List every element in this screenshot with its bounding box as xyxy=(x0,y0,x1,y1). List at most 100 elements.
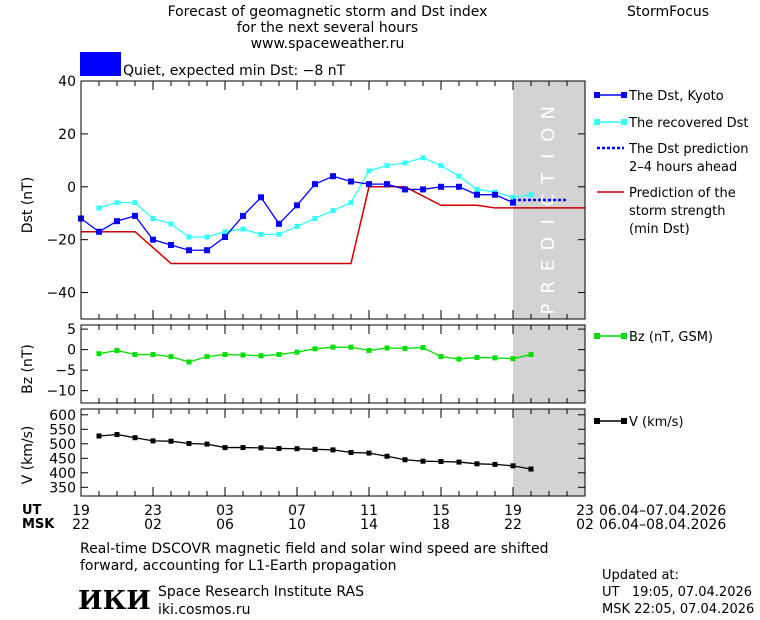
updated-ut: UT 19:05, 07.04.2026 xyxy=(602,585,753,600)
dst-kyoto-point xyxy=(150,236,156,243)
dst-prediction-legend-label: 2–4 hours ahead xyxy=(629,160,737,175)
dst-kyoto-point xyxy=(168,241,174,248)
chart-title-line2: for the next several hours xyxy=(236,20,419,36)
recovered-dst-point xyxy=(528,192,534,198)
msk-tick-label: 10 xyxy=(288,517,306,533)
y-tick-label: 0 xyxy=(67,343,76,359)
dst-kyoto-legend-label: The Dst, Kyoto xyxy=(628,89,724,104)
v-point xyxy=(384,453,390,459)
v-legend-label: V (km/s) xyxy=(629,415,684,430)
msk-tick-label: 02 xyxy=(144,517,162,533)
dst-kyoto-point xyxy=(114,218,120,225)
y-tick-label: 500 xyxy=(49,437,76,453)
bz-point xyxy=(492,355,498,361)
bz-point xyxy=(222,352,228,358)
dst-kyoto-point xyxy=(96,228,102,235)
prediction-band-bz xyxy=(513,325,585,403)
prediction-letter: O xyxy=(538,128,559,142)
v-point xyxy=(240,445,246,451)
recovered-dst-point xyxy=(222,229,228,235)
recovered-dst-point xyxy=(276,231,282,237)
ut-tick-label: 23 xyxy=(144,503,162,519)
prediction-letter: P xyxy=(538,303,559,314)
v-point xyxy=(150,438,156,444)
prediction-letter: D xyxy=(538,237,559,251)
recovered-dst-line xyxy=(98,156,532,238)
bz-point xyxy=(366,347,372,353)
footer-note-line1: Real-time DSCOVR magnetic field and sola… xyxy=(80,541,549,557)
bz-point xyxy=(114,347,120,353)
y-tick-label: 5 xyxy=(67,322,76,338)
msk-tick-label: 22 xyxy=(72,517,90,533)
dst-kyoto-legend-marker xyxy=(621,92,627,98)
bz-point xyxy=(384,345,390,351)
y-tick-label: −40 xyxy=(46,286,76,302)
v-point xyxy=(456,459,462,465)
msk-tick-label: 06 xyxy=(216,517,234,533)
dst-kyoto-point xyxy=(276,220,282,227)
v-point xyxy=(132,435,138,441)
bz-point xyxy=(294,349,300,355)
institute-url[interactable]: iki.cosmos.ru xyxy=(158,602,251,618)
panel-frame xyxy=(80,80,586,320)
status-color-swatch xyxy=(80,52,121,76)
bz-point xyxy=(276,352,282,358)
v-point xyxy=(294,446,300,452)
y-tick-label: 450 xyxy=(49,451,76,467)
y-tick-label: 0 xyxy=(67,180,76,196)
institute-name: Space Research Institute RAS xyxy=(158,584,364,600)
bz-point xyxy=(204,354,210,360)
y-tick-label: 40 xyxy=(58,74,76,90)
ut-tick-label: 03 xyxy=(216,503,234,519)
v-point xyxy=(402,457,408,463)
storm-strength-legend-label: (min Dst) xyxy=(629,222,690,237)
prediction-band-v xyxy=(513,409,585,496)
recovered-dst-point xyxy=(348,200,354,206)
dst-kyoto-point xyxy=(294,202,300,209)
recovered-dst-point xyxy=(384,163,390,169)
recovered-dst-legend-marker xyxy=(594,119,600,125)
v-point xyxy=(222,445,228,451)
recovered-dst-legend-marker xyxy=(621,119,627,125)
bz-point xyxy=(420,345,426,351)
y-tick-label: −10 xyxy=(46,384,76,400)
iki-logo: ИКИ xyxy=(78,586,151,616)
dst-kyoto-point xyxy=(492,191,498,198)
bz-point xyxy=(132,352,138,358)
bz-point xyxy=(240,352,246,358)
ut-tick-label: 07 xyxy=(288,503,306,519)
recovered-dst-point xyxy=(150,216,156,222)
site-url[interactable]: www.spaceweather.ru xyxy=(250,36,405,52)
v-point xyxy=(348,450,354,455)
dst-kyoto-point xyxy=(348,178,354,185)
dst-kyoto-point xyxy=(510,199,516,206)
bz-point xyxy=(474,354,480,360)
ut-date-range: 06.04–07.04.2026 xyxy=(599,503,727,519)
v-point xyxy=(204,441,210,447)
ut-axis-label: UT xyxy=(22,503,42,518)
dst-kyoto-point xyxy=(384,181,390,188)
bz-point xyxy=(438,354,444,360)
dst-kyoto-point xyxy=(222,234,228,241)
dst-kyoto-point xyxy=(204,247,210,254)
bz-axis-label: Bz (nT) xyxy=(20,344,36,394)
dst-kyoto-point xyxy=(366,181,372,188)
ut-tick-label: 19 xyxy=(504,503,522,519)
v-point xyxy=(258,445,264,451)
storm-strength-legend-label: storm strength xyxy=(629,204,726,219)
ut-tick-label: 11 xyxy=(360,503,378,519)
v-point xyxy=(492,461,498,467)
y-tick-label: 20 xyxy=(58,127,76,143)
dst-kyoto-point xyxy=(474,191,480,198)
recovered-dst-point xyxy=(456,173,462,179)
v-point xyxy=(438,458,444,464)
prediction-letter: R xyxy=(538,281,559,294)
bz-legend-marker xyxy=(621,333,627,339)
msk-axis-label: MSK xyxy=(22,517,55,532)
v-point xyxy=(96,433,102,439)
dst-kyoto-point xyxy=(186,247,192,254)
panel-frame xyxy=(80,324,586,404)
y-tick-label: 400 xyxy=(49,466,76,482)
recovered-dst-point xyxy=(96,205,102,211)
dst-kyoto-point xyxy=(438,183,444,190)
